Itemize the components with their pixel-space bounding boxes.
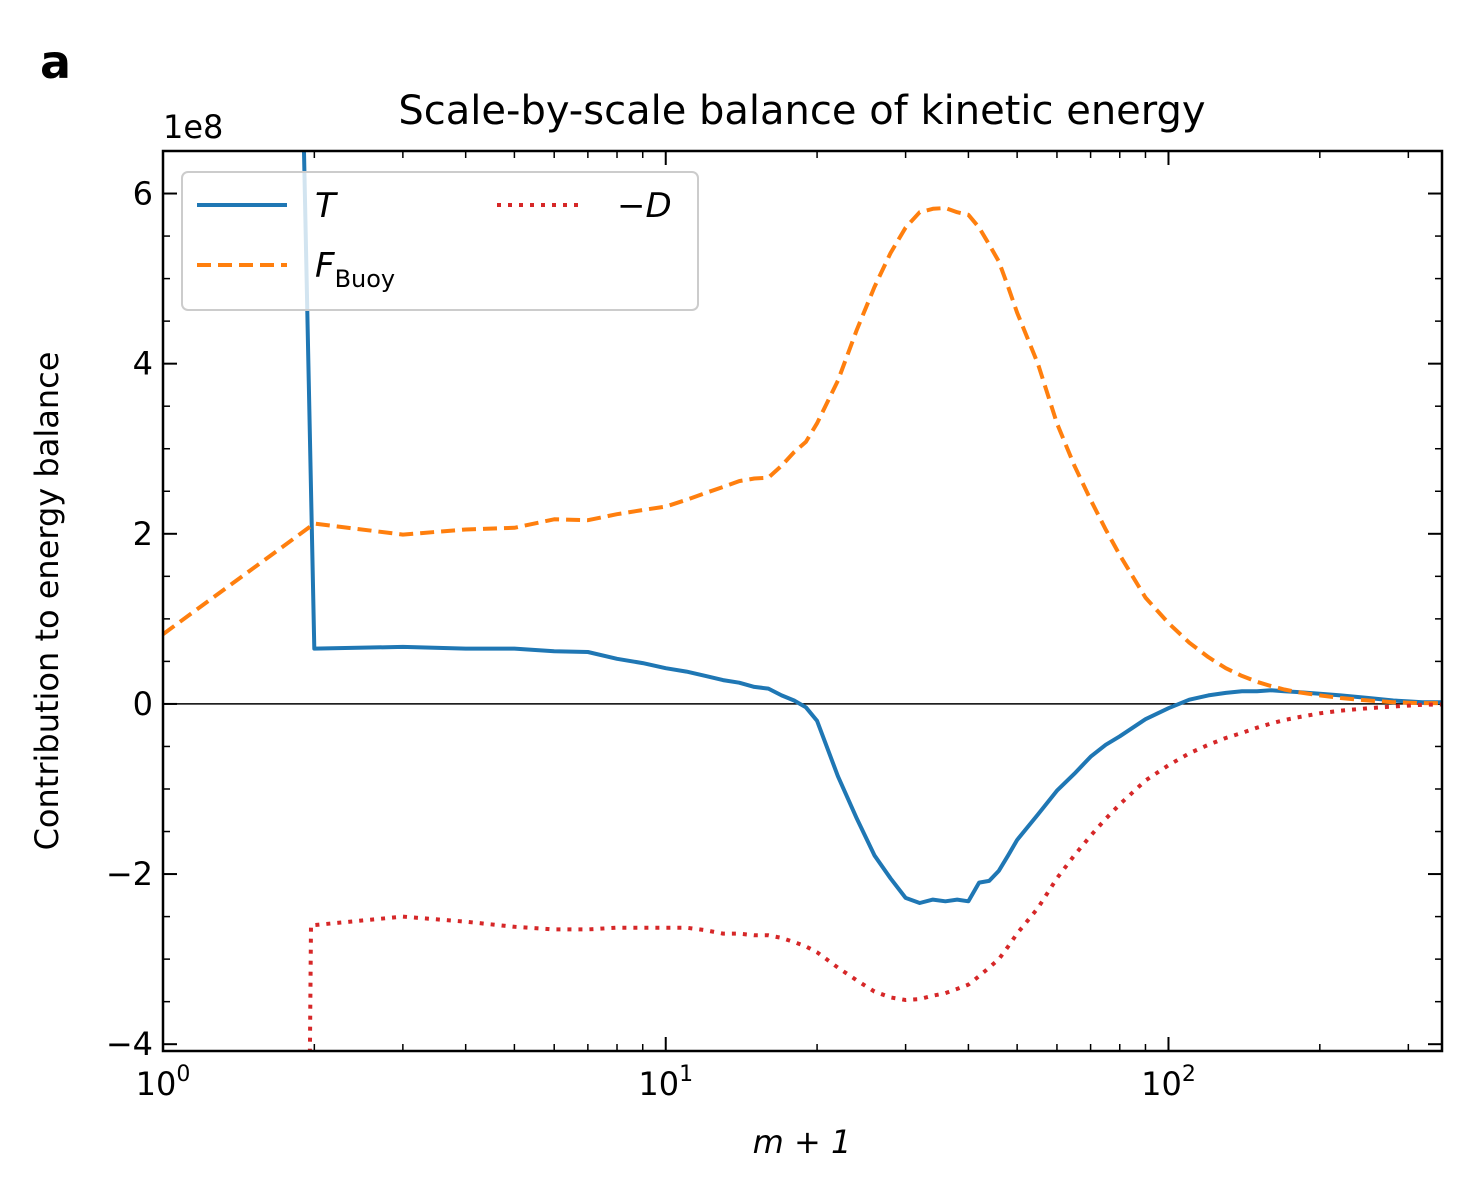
y-tick-label: 2 xyxy=(133,515,153,553)
y-tick-label: 0 xyxy=(133,685,153,723)
legend-label-0: T xyxy=(315,186,338,226)
series-line-2 xyxy=(307,702,1442,1051)
series-line-1 xyxy=(163,206,1442,706)
y-tick-label: −4 xyxy=(106,1025,153,1063)
legend-label-2: −D xyxy=(617,186,672,226)
series-line-0 xyxy=(301,151,1442,905)
x-tick-label: 101 xyxy=(638,1062,693,1103)
x-axis-label: m + 1 xyxy=(753,1123,852,1161)
y-tick-label: −2 xyxy=(106,855,153,893)
series-group xyxy=(163,151,1442,1051)
y-multiplier: 1e8 xyxy=(163,108,223,146)
x-tick-label: 100 xyxy=(136,1062,191,1103)
x-tick-label: 102 xyxy=(1141,1062,1196,1103)
panel-label: a xyxy=(40,35,71,89)
axis-ticks: 100 101 102 −4 −2 0 2 4 6 xyxy=(106,150,1442,1103)
y-tick-label: 4 xyxy=(133,345,153,383)
plot-frame xyxy=(161,149,1444,1053)
chart-title: Scale-by-scale balance of kinetic energy xyxy=(398,88,1205,134)
legend-box xyxy=(181,171,699,311)
y-tick-label: 6 xyxy=(133,175,153,213)
y-axis-label: Contribution to energy balance xyxy=(28,352,66,851)
